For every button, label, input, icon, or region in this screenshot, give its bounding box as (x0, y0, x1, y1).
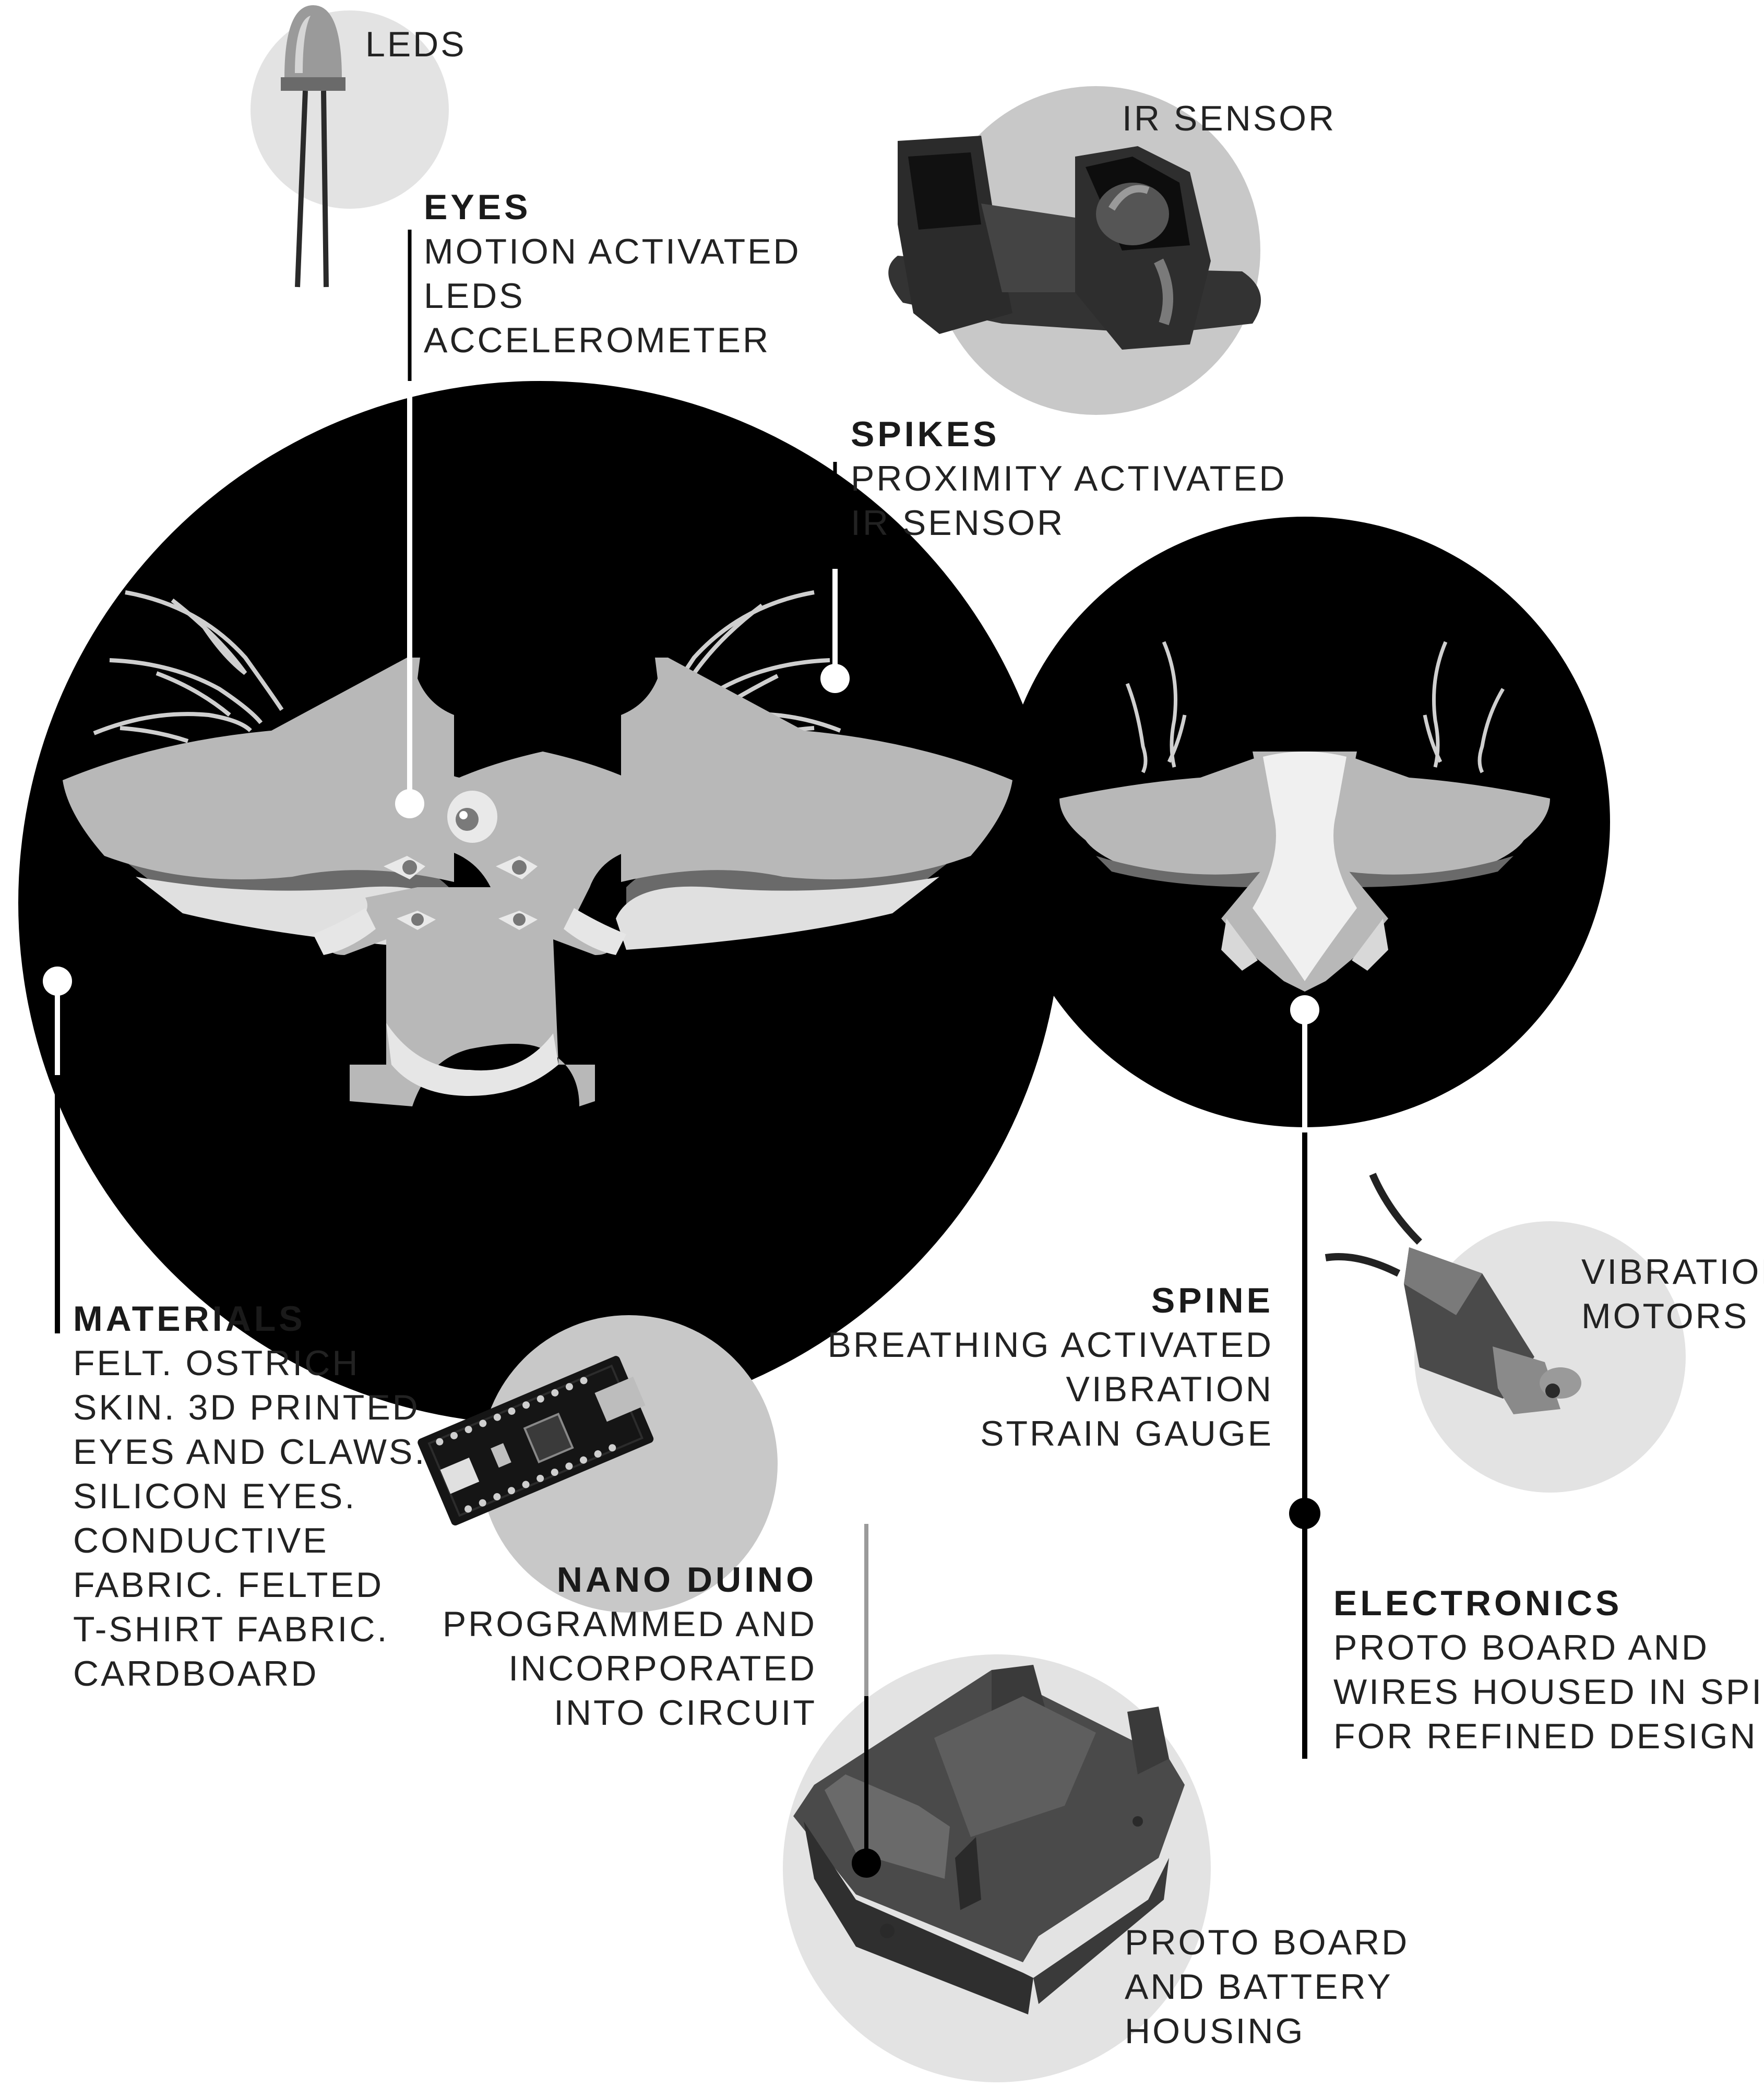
electronics-title: ELECTRONICS (1333, 1583, 1622, 1623)
electronics-line-2: WIRES HOUSED IN SPINE (1333, 1672, 1764, 1712)
materials-line-4: SILICON EYES. (73, 1476, 356, 1516)
materials-line-1: FELT. OSTRICH (73, 1343, 360, 1383)
nano-duino-title: NANO DUINO (557, 1560, 817, 1600)
spikes-line-2: IR SENSOR (851, 503, 1065, 543)
vibration-motors-label-1: VIBRATION (1581, 1252, 1764, 1292)
housing-label-2: AND BATTERY (1125, 1967, 1393, 2007)
eyes-line-1: MOTION ACTIVATED (424, 232, 801, 271)
spine-line-3: STRAIN GAUGE (980, 1414, 1273, 1453)
materials-line-3: EYES AND CLAWS. (73, 1432, 426, 1472)
spine-title: SPINE (1151, 1281, 1273, 1320)
materials-title: MATERIALS (73, 1299, 306, 1339)
electronics-line-3: FOR REFINED DESIGN (1333, 1716, 1758, 1756)
spikes-line-1: PROXIMITY ACTIVATED (851, 459, 1286, 498)
nano-duino-line-3: INTO CIRCUIT (554, 1693, 817, 1733)
vibration-motor-icon (1325, 1173, 1581, 1414)
materials-marker (43, 967, 72, 996)
spine-line-2: VIBRATION (1066, 1369, 1273, 1409)
housing-label-3: HOUSING (1125, 2011, 1305, 2051)
creature-back-illustration (1059, 641, 1550, 992)
materials-line-6: FABRIC. FELTED (73, 1565, 384, 1605)
materials-line-7: T-SHIRT FABRIC. (73, 1609, 389, 1649)
ir-sensor-label: IR SENSOR (1122, 99, 1336, 138)
materials-line-5: CONDUCTIVE (73, 1521, 329, 1560)
materials-line-8: CARDBOARD (73, 1654, 319, 1694)
eyes-line-3: ACCELEROMETER (424, 320, 770, 360)
nano-board-icon (418, 1356, 654, 1526)
leader-lines (43, 230, 1320, 1878)
spikes-title: SPIKES (851, 414, 999, 454)
eyes-line-2: LEDS (424, 276, 525, 316)
spine-line-1: BREATHING ACTIVATED (828, 1325, 1273, 1365)
creature-front-illustration (63, 590, 1012, 1106)
electronics-line-1: PROTO BOARD AND (1333, 1628, 1709, 1667)
eyes-marker (395, 789, 424, 818)
spikes-marker (820, 664, 850, 693)
housing-label-1: PROTO BOARD (1125, 1923, 1409, 1962)
led-icon (281, 5, 345, 288)
ir-sensor-icon (888, 136, 1261, 350)
electronics-marker (1289, 1498, 1320, 1529)
spine-marker (1290, 995, 1319, 1024)
materials-line-2: SKIN. 3D PRINTED (73, 1388, 420, 1427)
nano-marker (852, 1849, 881, 1878)
eyes-title: EYES (424, 187, 531, 227)
housing-box-icon (793, 1665, 1185, 2014)
nano-duino-line-1: PROGRAMMED AND (443, 1604, 817, 1644)
nano-duino-line-2: INCORPORATED (508, 1649, 817, 1688)
leds-label: LEDS (365, 25, 467, 64)
vibration-motors-label-2: MOTORS (1581, 1296, 1749, 1336)
